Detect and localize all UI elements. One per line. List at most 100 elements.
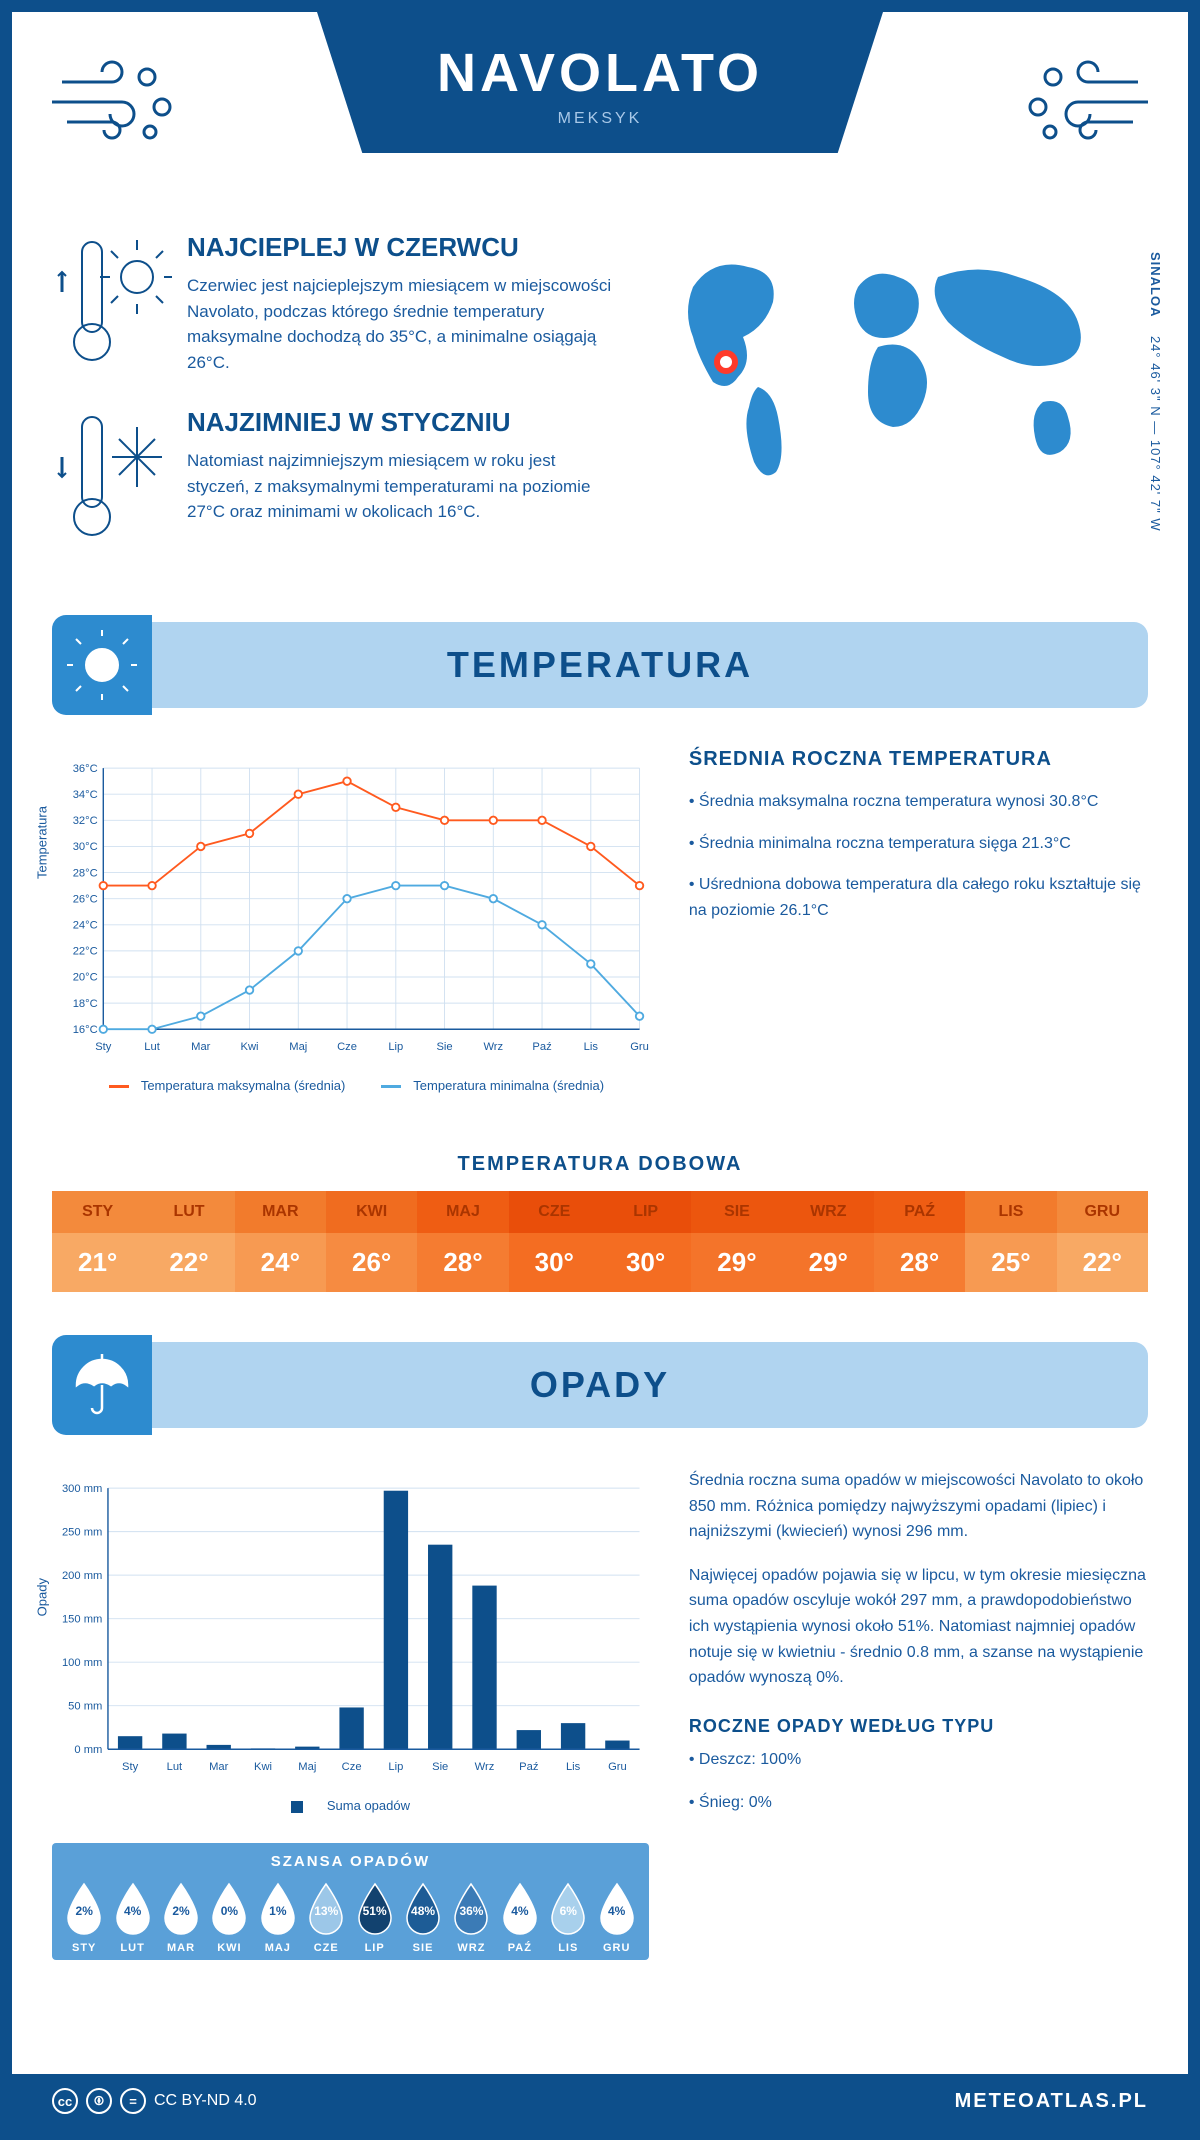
precip-text-2: Najwięcej opadów pojawia się w lipcu, w … [689,1563,1148,1691]
svg-text:26°C: 26°C [73,893,98,905]
month-value: 22° [143,1233,234,1292]
month-header: LIS [965,1191,1056,1233]
intro-section: NAJCIEPLEJ W CZERWCU Czerwiec jest najci… [12,212,1188,622]
temperature-header: TEMPERATURA [52,622,1148,708]
precip-chart: Opady 0 mm50 mm100 mm150 mm200 mm250 mm3… [52,1468,649,1788]
precip-ylabel: Opady [35,1578,50,1616]
svg-text:Mar: Mar [209,1761,229,1773]
umbrella-icon [52,1335,152,1435]
svg-text:Mar: Mar [191,1041,211,1053]
month-header: MAR [235,1191,326,1233]
svg-text:200 mm: 200 mm [62,1570,102,1582]
svg-text:22°C: 22°C [73,946,98,958]
bytype-item: • Deszcz: 100% [689,1747,1148,1773]
title-banner: NAVOLATO MEKSYK [317,12,883,153]
svg-text:300 mm: 300 mm [62,1483,102,1495]
chance-drop: 51%LIP [350,1880,398,1954]
wind-icon [42,52,182,152]
bytype-title: ROCZNE OPADY WEDŁUG TYPU [689,1716,1148,1737]
month-header: GRU [1057,1191,1148,1233]
precip-text: Średnia roczna suma opadów w miejscowośc… [689,1468,1148,1960]
svg-text:Kwi: Kwi [254,1761,272,1773]
svg-text:Wrz: Wrz [475,1761,495,1773]
chance-drop: 2%MAR [157,1880,205,1954]
world-map: SINALOA 24° 46' 3" N — 107° 42' 7" W [648,232,1148,582]
month-header: LIP [600,1191,691,1233]
chance-panel: SZANSA OPADÓW 2%STY4%LUT2%MAR0%KWI1%MAJ1… [52,1843,649,1960]
svg-text:Lip: Lip [388,1041,403,1053]
month-value: 24° [235,1233,326,1292]
country-label: MEKSYK [437,110,763,128]
month-value: 28° [874,1233,965,1292]
svg-text:Lip: Lip [388,1761,403,1773]
chance-title: SZANSA OPADÓW [60,1853,641,1870]
svg-text:Sie: Sie [432,1761,448,1773]
coords-value: 24° 46' 3" N — 107° 42' 7" W [1148,336,1163,532]
month-value: 29° [691,1233,782,1292]
temperature-summary: ŚREDNIA ROCZNA TEMPERATURA • Średnia mak… [689,748,1148,1093]
coldest-text: Natomiast najzimniejszym miesiącem w rok… [187,448,618,525]
warmest-title: NAJCIEPLEJ W CZERWCU [187,232,618,263]
chance-drop: 1%MAJ [254,1880,302,1954]
svg-text:20°C: 20°C [73,972,98,984]
thermometer-hot-icon [52,232,172,377]
month-value: 29° [783,1233,874,1292]
svg-text:Sty: Sty [95,1041,112,1053]
precip-header: OPADY [52,1342,1148,1428]
svg-text:150 mm: 150 mm [62,1613,102,1625]
svg-text:Paź: Paź [519,1761,539,1773]
svg-text:Lis: Lis [584,1041,599,1053]
svg-text:Lut: Lut [167,1761,183,1773]
temperature-title: TEMPERATURA [52,644,1148,686]
svg-text:Gru: Gru [608,1761,627,1773]
month-value: 25° [965,1233,1056,1292]
month-header: KWI [326,1191,417,1233]
svg-text:32°C: 32°C [73,815,98,827]
month-header: CZE [509,1191,600,1233]
temp-ylabel: Temperatura [35,806,50,879]
precip-legend: Suma opadów [52,1798,649,1813]
coldest-block: NAJZIMNIEJ W STYCZNIU Natomiast najzimni… [52,407,618,552]
chance-drop: 36%WRZ [447,1880,495,1954]
svg-text:Lis: Lis [566,1761,581,1773]
svg-text:Cze: Cze [342,1761,362,1773]
svg-text:34°C: 34°C [73,789,98,801]
svg-text:Cze: Cze [337,1041,357,1053]
temp-bullet: • Średnia minimalna roczna temperatura s… [689,831,1148,857]
svg-text:24°C: 24°C [73,920,98,932]
chance-drop: 48%SIE [399,1880,447,1954]
svg-text:Wrz: Wrz [483,1041,503,1053]
svg-text:50 mm: 50 mm [68,1700,102,1712]
month-header: STY [52,1191,143,1233]
precip-title: OPADY [52,1364,1148,1406]
month-value: 30° [600,1233,691,1292]
svg-text:Paź: Paź [532,1041,552,1053]
bytype-item: • Śnieg: 0% [689,1790,1148,1816]
month-value: 22° [1057,1233,1148,1292]
chance-drop: 2%STY [60,1880,108,1954]
chance-drop: 0%KWI [205,1880,253,1954]
coordinates: SINALOA 24° 46' 3" N — 107° 42' 7" W [1148,252,1163,532]
temp-bullet: • Średnia maksymalna roczna temperatura … [689,789,1148,815]
month-value: 26° [326,1233,417,1292]
page-title: NAVOLATO [437,42,763,104]
svg-text:Maj: Maj [289,1041,307,1053]
svg-text:0 mm: 0 mm [74,1744,102,1756]
svg-text:Sie: Sie [436,1041,452,1053]
month-header: PAŹ [874,1191,965,1233]
month-value: 30° [509,1233,600,1292]
header: NAVOLATO MEKSYK [12,12,1188,212]
region-label: SINALOA [1148,252,1163,318]
warmest-text: Czerwiec jest najcieplejszym miesiącem w… [187,273,618,375]
daily-temp-table: STYLUTMARKWIMAJCZELIPSIEWRZPAŹLISGRU21°2… [52,1191,1148,1292]
footer: cc 🅯 = CC BY-ND 4.0 METEOATLAS.PL [12,2074,1188,2128]
nd-icon: = [120,2088,146,2114]
month-header: SIE [691,1191,782,1233]
month-value: 28° [417,1233,508,1292]
coldest-title: NAJZIMNIEJ W STYCZNIU [187,407,618,438]
license-text: CC BY-ND 4.0 [154,2092,257,2110]
svg-text:16°C: 16°C [73,1024,98,1036]
svg-text:Maj: Maj [298,1761,316,1773]
svg-text:250 mm: 250 mm [62,1526,102,1538]
brand: METEOATLAS.PL [955,2090,1148,2113]
